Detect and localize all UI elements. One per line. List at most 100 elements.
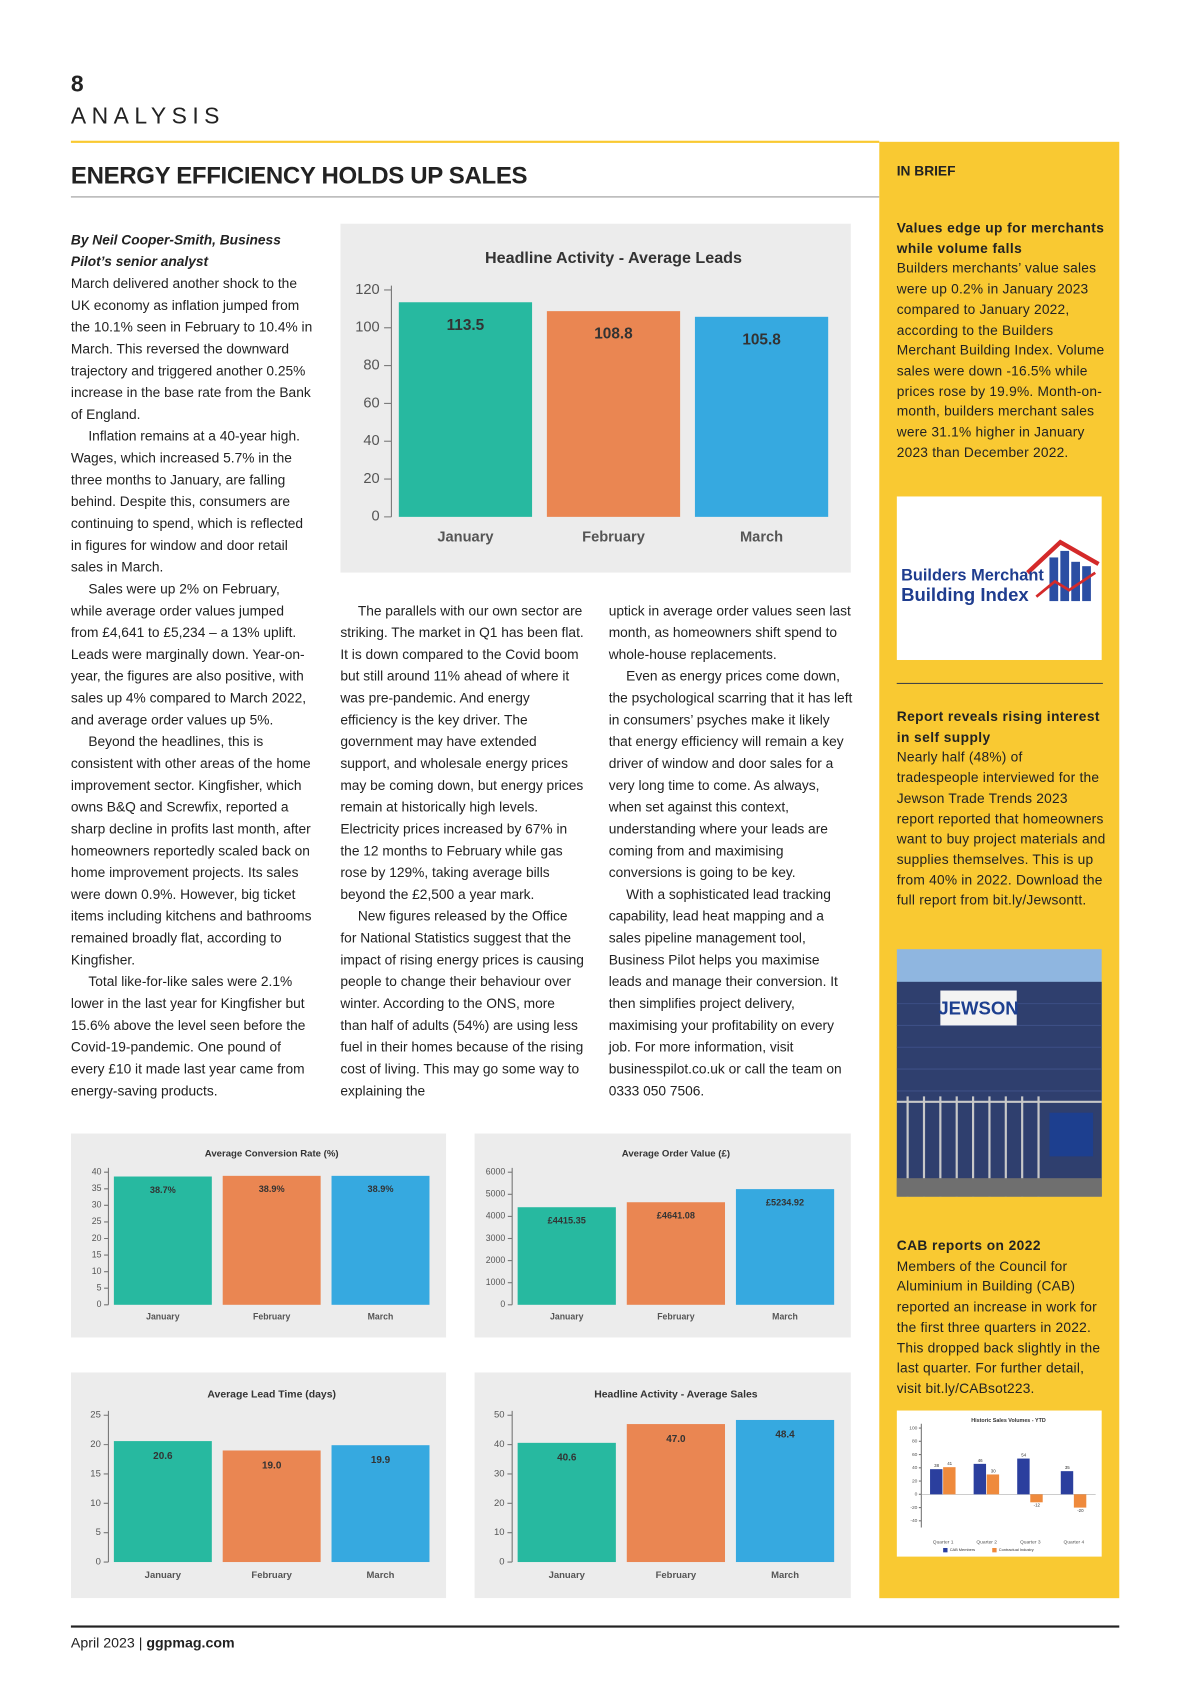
value-label: 20.6 bbox=[153, 1451, 173, 1462]
bar bbox=[1017, 1458, 1030, 1495]
column: uptick in average order values seen last… bbox=[609, 600, 853, 1102]
y-tick-label: 25 bbox=[90, 1410, 101, 1421]
chart: Headline Activity - Average Sales 0 10 20 30… bbox=[474, 1372, 851, 1599]
column: By Neil Cooper-Smith, Business Pilot’s s… bbox=[71, 229, 313, 1102]
y-tick-label: 0 bbox=[500, 1299, 505, 1309]
brief-body: Members of the Council for Aluminium in … bbox=[896, 1258, 1101, 1397]
logo-text: Builders Merchant bbox=[901, 566, 1044, 584]
x-tick-label: Quarter 2 bbox=[976, 1540, 997, 1546]
y-tick-label: 1000 bbox=[486, 1277, 506, 1287]
logo-image: Builders Merchant Building Index bbox=[896, 496, 1102, 660]
y-tick-label: 0 bbox=[499, 1557, 504, 1568]
value-label: 30 bbox=[991, 1468, 996, 1473]
value-label: 105.8 bbox=[742, 331, 781, 348]
y-tick-label: 10 bbox=[92, 1266, 102, 1276]
value-label: 38.9% bbox=[368, 1184, 394, 1194]
y-tick-label: 60 bbox=[912, 1452, 918, 1458]
chart-title: Historic Sales Volumes - YTD bbox=[971, 1418, 1046, 1424]
y-tick-label: 60 bbox=[363, 395, 379, 411]
x-tick-label: Quarter 3 bbox=[1020, 1540, 1041, 1546]
y-tick-label: 5 bbox=[96, 1527, 101, 1538]
bar bbox=[331, 1445, 430, 1563]
y-tick-label: 80 bbox=[912, 1439, 918, 1445]
y-tick-label: 10 bbox=[90, 1498, 101, 1509]
value-label: 35 bbox=[1065, 1465, 1070, 1470]
chart-title: Average Conversion Rate (%) bbox=[205, 1148, 339, 1159]
bar bbox=[943, 1467, 956, 1495]
y-tick-label: 100 bbox=[909, 1425, 917, 1431]
x-tick-label: January bbox=[145, 1570, 182, 1581]
y-tick-label: 0 bbox=[97, 1299, 102, 1309]
x-tick-label: March bbox=[771, 1570, 799, 1581]
value-label: £4415.35 bbox=[548, 1216, 586, 1226]
bar bbox=[735, 1189, 835, 1305]
brief-title: Report reveals rising interest in self s… bbox=[896, 709, 1100, 745]
y-tick-label: 40 bbox=[494, 1439, 505, 1450]
value-label: -12 bbox=[1034, 1503, 1041, 1508]
x-tick-label: January bbox=[550, 1311, 584, 1321]
y-tick-label: 2000 bbox=[486, 1255, 506, 1265]
bar bbox=[222, 1175, 321, 1305]
y-tick-label: -40 bbox=[910, 1518, 917, 1524]
brief-body: Builders merchants’ value sales were up … bbox=[896, 261, 1105, 461]
value-label: 46 bbox=[978, 1458, 983, 1463]
bar bbox=[113, 1441, 212, 1563]
page-number: 8 bbox=[70, 71, 84, 98]
chart: Average Lead Time (days) 0 5 10 15 20 25 Januar… bbox=[70, 1372, 447, 1599]
value-label: 19.9 bbox=[371, 1455, 391, 1466]
x-tick-label: March bbox=[772, 1311, 798, 1321]
x-tick-label: January bbox=[549, 1570, 586, 1581]
paragraph: March delivered another shock to the UK … bbox=[70, 275, 313, 423]
bar bbox=[1060, 1471, 1074, 1495]
sidebar-heading: IN BRIEF bbox=[896, 163, 956, 179]
footer: April 2023 | ggpmag.com bbox=[70, 1634, 235, 1651]
x-tick-label: March bbox=[367, 1570, 395, 1581]
brief-body: Nearly half (48%) of tradespeople interv… bbox=[896, 749, 1106, 908]
value-label: 40.6 bbox=[557, 1453, 577, 1464]
section-label: ANALYSIS bbox=[70, 103, 225, 129]
legend-label: CAB Members bbox=[950, 1547, 975, 1552]
value-label: 38 bbox=[934, 1463, 939, 1468]
bar bbox=[113, 1176, 212, 1305]
y-tick-label: 40 bbox=[92, 1167, 102, 1177]
y-tick-label: -20 bbox=[910, 1505, 917, 1511]
x-tick-label: March bbox=[368, 1311, 394, 1321]
footer-date: April 2023 bbox=[70, 1634, 135, 1651]
value-label: 48.4 bbox=[775, 1430, 795, 1441]
byline: By Neil Cooper-Smith, Business Pilot’s s… bbox=[70, 232, 281, 270]
chart-title: Average Lead Time (days) bbox=[207, 1390, 336, 1401]
y-tick-label: 0 bbox=[915, 1492, 918, 1498]
paragraph: Inflation remains at a 40-year high. Wag… bbox=[70, 428, 304, 575]
y-tick-label: 5000 bbox=[486, 1189, 506, 1199]
bar bbox=[222, 1450, 321, 1563]
chart-title: Headline Activity - Average Leads bbox=[485, 249, 742, 267]
value-label: 108.8 bbox=[594, 326, 633, 343]
bar bbox=[930, 1469, 943, 1495]
rule bbox=[70, 140, 880, 143]
rule bbox=[70, 196, 880, 198]
x-tick-label: January bbox=[437, 529, 494, 545]
chart: Headline Activity - Average Leads 0 20 40 60… bbox=[340, 223, 851, 573]
x-tick-label: February bbox=[251, 1570, 292, 1581]
bar bbox=[1073, 1494, 1087, 1508]
column: The parallels with our own sector are st… bbox=[340, 600, 584, 1102]
x-tick-label: February bbox=[656, 1570, 697, 1581]
legend-swatch bbox=[943, 1547, 948, 1553]
legend-label: Contractual Industry bbox=[999, 1547, 1034, 1552]
x-tick-label: March bbox=[740, 529, 783, 545]
bar bbox=[735, 1419, 835, 1563]
bar bbox=[546, 311, 681, 517]
y-tick-label: 20 bbox=[912, 1478, 918, 1484]
footer-site: ggpmag.com bbox=[146, 1634, 235, 1651]
y-tick-label: 6000 bbox=[486, 1167, 506, 1177]
value-label: 38.7% bbox=[150, 1185, 176, 1195]
y-tick-label: 50 bbox=[494, 1410, 505, 1421]
y-tick-label: 40 bbox=[363, 433, 379, 449]
photo: JEWSON bbox=[896, 949, 1102, 1197]
bar bbox=[626, 1424, 726, 1563]
y-tick-label: 20 bbox=[363, 471, 379, 487]
value-label: 41 bbox=[947, 1461, 952, 1466]
paragraph: The parallels with our own sector are st… bbox=[340, 603, 584, 903]
